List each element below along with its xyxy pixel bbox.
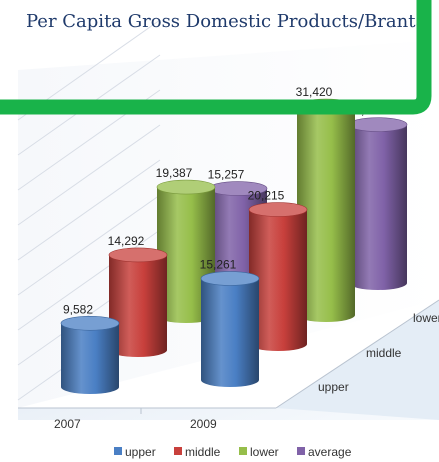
legend-label-upper: upper xyxy=(125,445,156,459)
data-label-upper-2009: 15,261 xyxy=(200,258,237,272)
bar-top xyxy=(348,117,408,132)
gridline xyxy=(17,159,161,261)
bar-top xyxy=(200,271,260,286)
bar-body xyxy=(349,124,407,290)
bar-top xyxy=(248,202,308,217)
gridline xyxy=(17,194,161,296)
bars xyxy=(60,98,408,394)
bar-top xyxy=(108,247,168,263)
chart-title: Per Capita Gross Domestic Products/Brant… xyxy=(26,11,426,32)
bar-lower-2007 xyxy=(156,179,216,323)
floor-side xyxy=(276,300,439,420)
legend-swatch-lower xyxy=(239,447,247,455)
bar-top xyxy=(60,315,120,331)
bar-body xyxy=(297,106,355,322)
bar-upper-2009 xyxy=(200,271,260,387)
depth-tick-middle: middle xyxy=(366,346,402,360)
legend-swatch-middle xyxy=(174,447,182,455)
legend-label-middle: middle xyxy=(185,445,221,459)
bar-upper-2007 xyxy=(60,315,120,394)
data-label-lower-2007: 19,387 xyxy=(156,166,193,180)
bar-body xyxy=(109,254,167,357)
gridline xyxy=(17,229,161,331)
legend: upper middle lower average xyxy=(114,445,352,459)
legend-swatch-upper xyxy=(114,447,122,455)
legend-label-average: average xyxy=(308,445,352,459)
data-label-average-2007: 15,257 xyxy=(208,168,245,182)
gridline xyxy=(17,124,161,226)
highlight-frame xyxy=(0,0,432,115)
bar-top xyxy=(156,179,216,195)
data-label-middle-2007: 14,292 xyxy=(108,234,145,248)
data-labels: 15,25723,81219,38731,42014,29220,2159,58… xyxy=(63,85,385,316)
bar-average-2009 xyxy=(348,117,408,290)
depth-tick-upper: upper xyxy=(318,380,349,394)
bar-body xyxy=(249,209,307,351)
bar-middle-2009 xyxy=(248,202,308,351)
legend-swatch-average xyxy=(297,447,305,455)
bar-body xyxy=(61,323,119,394)
x-tick-2007: 2007 xyxy=(54,417,81,431)
data-label-middle-2009: 20,215 xyxy=(248,189,285,203)
data-label-upper-2007: 9,582 xyxy=(63,302,93,316)
depth-tick-lower: lower xyxy=(413,311,439,325)
data-label-lower-2009: 31,420 xyxy=(296,85,333,99)
depth-axis xyxy=(275,299,439,409)
bar-body xyxy=(157,187,215,323)
bar-body xyxy=(201,278,259,387)
x-tick-2009: 2009 xyxy=(190,417,217,431)
bar-middle-2007 xyxy=(108,247,168,357)
legend-label-lower: lower xyxy=(250,445,279,459)
